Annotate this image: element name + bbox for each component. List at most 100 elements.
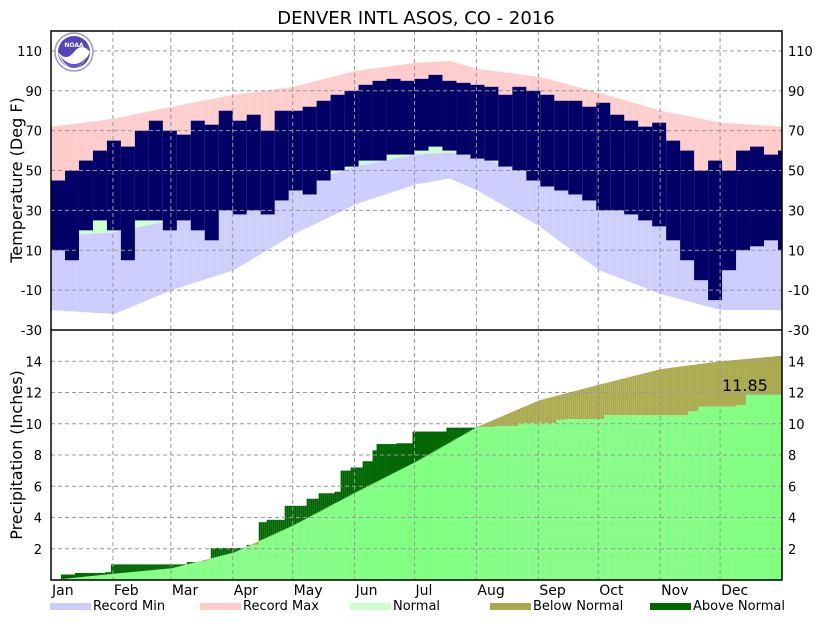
- below-normal-bar: [604, 383, 606, 415]
- record-min-bar: [377, 162, 379, 197]
- precip-base-bar: [692, 411, 694, 580]
- legend-label: Above Normal: [693, 599, 785, 614]
- precip-base-bar: [496, 426, 498, 580]
- record-min-bar: [107, 233, 109, 314]
- precip-base-bar: [664, 415, 666, 580]
- record-min-bar: [179, 218, 181, 287]
- precip-base-bar: [504, 426, 506, 580]
- record-min-bar: [109, 233, 111, 314]
- below-normal-bar: [245, 547, 247, 548]
- above-normal-bar: [65, 575, 67, 579]
- above-normal-bar: [466, 428, 468, 433]
- record-min-bar: [578, 192, 580, 255]
- record-min-bar: [349, 168, 351, 207]
- precip-base-bar: [590, 419, 592, 580]
- above-normal-bar: [147, 564, 149, 570]
- below-normal-bar: [648, 372, 650, 415]
- noaa-logo: NOAA: [55, 33, 93, 71]
- precip-base-bar: [708, 407, 710, 580]
- precip-base-bar: [566, 419, 568, 580]
- below-normal-bar: [550, 397, 552, 423]
- record-min-bar: [612, 205, 614, 275]
- record-min-bar: [177, 219, 179, 288]
- above-normal-bar: [424, 432, 426, 457]
- above-normal-bar: [301, 506, 303, 521]
- precip-base-bar: [424, 456, 426, 580]
- precip-base-bar: [546, 423, 548, 580]
- observed-temp-bar: [694, 171, 708, 281]
- precip-base-bar: [187, 564, 189, 580]
- above-normal-bar: [339, 492, 341, 501]
- record-min-bar: [644, 217, 646, 288]
- below-normal-bar: [510, 412, 512, 426]
- above-normal-bar: [211, 548, 213, 558]
- record-min-bar: [628, 211, 630, 282]
- precip-tick-label-right: 6: [788, 480, 796, 495]
- precip-base-bar: [634, 415, 636, 580]
- record-max-bar: [53, 126, 55, 182]
- precip-base-bar: [267, 537, 269, 580]
- observed-temp-bar: [121, 147, 135, 261]
- above-normal-bar: [391, 444, 393, 474]
- record-min-bar: [570, 189, 572, 249]
- precip-base-bar: [612, 415, 614, 580]
- observed-temp-bar: [568, 101, 582, 195]
- precip-base-bar: [223, 555, 225, 580]
- precip-base-bar: [379, 480, 381, 580]
- record-min-bar: [472, 156, 474, 189]
- precip-base-bar: [532, 423, 534, 580]
- record-min-bar: [345, 170, 347, 209]
- record-min-bar: [89, 234, 91, 313]
- precip-total-annotation: 11.85: [722, 376, 768, 395]
- below-normal-bar: [610, 382, 612, 415]
- precip-base-bar: [650, 415, 652, 580]
- record-min-bar: [295, 186, 297, 234]
- above-normal-bar: [434, 432, 436, 451]
- record-min-bar: [409, 156, 411, 187]
- record-min-bar: [650, 219, 652, 290]
- above-normal-bar: [89, 573, 91, 576]
- precip-base-bar: [399, 470, 401, 580]
- record-min-bar: [534, 175, 536, 224]
- precip-base-bar: [411, 464, 413, 580]
- record-min-bar: [139, 227, 141, 303]
- precip-base-bar: [273, 534, 275, 580]
- month-tick-label: Nov: [661, 583, 688, 599]
- record-min-bar: [636, 214, 638, 285]
- below-normal-bar: [494, 419, 496, 426]
- record-min-bar: [319, 178, 321, 222]
- precip-base-bar: [426, 455, 428, 580]
- observed-temp-bar: [205, 125, 219, 241]
- record-min-bar: [117, 232, 119, 313]
- above-normal-bar: [331, 493, 333, 505]
- temp-tick-label-left: 110: [17, 45, 42, 60]
- record-min-bar: [119, 231, 121, 311]
- record-min-bar: [165, 222, 167, 293]
- above-normal-bar: [438, 432, 440, 449]
- record-min-bar: [760, 236, 762, 310]
- precip-base-bar: [175, 567, 177, 580]
- record-min-bar: [576, 192, 578, 254]
- precip-base-bar: [582, 419, 584, 580]
- record-min-bar: [418, 154, 420, 183]
- precip-base-bar: [285, 529, 287, 580]
- record-min-bar: [97, 233, 99, 313]
- record-min-bar: [600, 201, 602, 271]
- record-min-bar: [343, 170, 345, 210]
- precip-base-bar: [680, 415, 682, 580]
- precip-base-bar: [105, 575, 107, 580]
- above-normal-bar: [379, 444, 381, 480]
- below-normal-bar: [620, 379, 622, 415]
- below-normal-bar: [528, 405, 530, 423]
- above-normal-bar: [153, 564, 155, 570]
- precip-base-bar: [550, 423, 552, 580]
- above-normal-bar: [191, 562, 193, 563]
- below-normal-bar: [566, 393, 568, 419]
- below-normal-bar: [498, 417, 500, 426]
- below-normal-bar: [544, 399, 546, 423]
- precip-base-bar: [373, 483, 375, 580]
- precip-base-bar: [696, 411, 698, 580]
- precip-base-bar: [141, 571, 143, 580]
- below-normal-bar: [524, 406, 526, 423]
